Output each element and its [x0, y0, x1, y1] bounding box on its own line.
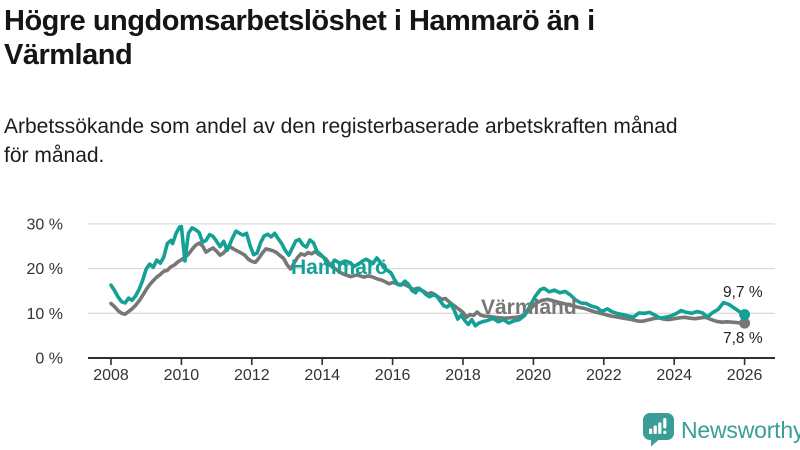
series-label-varmland: Värmland: [481, 296, 577, 319]
newsworthy-logo[interactable]: Newsworthy: [643, 413, 800, 447]
page-subtitle: Arbetssökande som andel av den registerb…: [4, 115, 678, 167]
svg-text:2020: 2020: [516, 367, 552, 384]
svg-text:2018: 2018: [445, 367, 481, 384]
end-value-hammaro: 9,7 %: [723, 284, 763, 301]
svg-text:20 %: 20 %: [27, 261, 63, 278]
newsworthy-bubble-chart-icon: [643, 413, 674, 447]
page-title: Högre ungdomsarbetslöshet i Hammarö än i…: [4, 5, 595, 71]
series-label-hammaro: Hammarö: [291, 256, 388, 279]
svg-text:0 %: 0 %: [35, 351, 63, 368]
svg-text:2026: 2026: [727, 367, 763, 384]
svg-text:2008: 2008: [93, 367, 129, 384]
svg-text:30 %: 30 %: [27, 216, 63, 233]
svg-text:2014: 2014: [304, 367, 340, 384]
svg-text:2012: 2012: [234, 367, 270, 384]
svg-text:2016: 2016: [375, 367, 411, 384]
svg-text:2010: 2010: [164, 367, 200, 384]
svg-text:2024: 2024: [656, 367, 692, 384]
svg-text:2022: 2022: [586, 367, 622, 384]
svg-text:10 %: 10 %: [27, 306, 63, 323]
end-value-varmland: 7,8 %: [723, 330, 763, 347]
newsworthy-wordmark: Newsworthy: [681, 416, 800, 443]
